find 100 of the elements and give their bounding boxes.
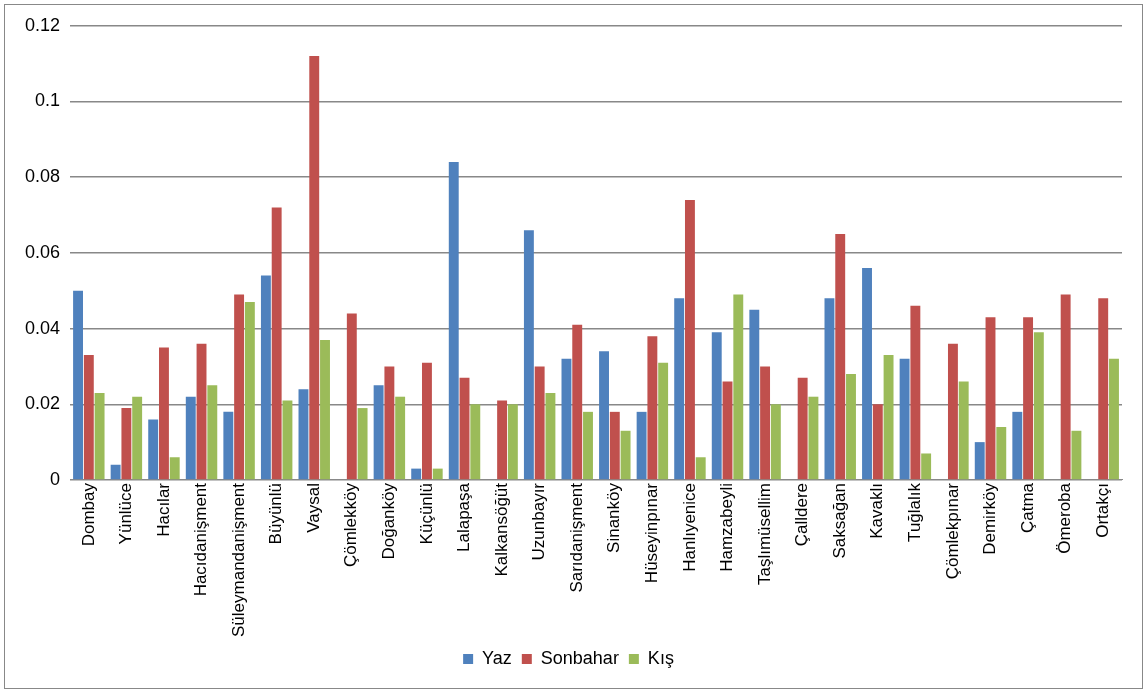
bar (872, 404, 883, 480)
bar (1012, 411, 1023, 480)
x-tick-label: Çatma (1017, 482, 1037, 534)
bar (1071, 430, 1082, 480)
bar (846, 374, 856, 480)
bar (395, 396, 406, 480)
bar (260, 275, 271, 480)
bar (132, 396, 143, 480)
x-tick-label: Yünlüce (116, 482, 136, 545)
y-tick-label: 0.1 (35, 90, 61, 111)
x-tick-label: Demirköy (980, 482, 1000, 555)
bar (523, 230, 534, 480)
bar (357, 408, 368, 480)
x-tick-label: Çömlekköy (341, 482, 361, 568)
bar (921, 453, 932, 480)
bar (572, 324, 583, 480)
bar (94, 392, 105, 480)
bar (470, 404, 481, 480)
bar (808, 396, 819, 480)
bar (658, 362, 669, 480)
bar (545, 392, 556, 480)
bar (674, 298, 685, 480)
x-tick-label: Hüseyinpınar (642, 482, 662, 584)
bar (609, 411, 620, 480)
x-tick-label: Vaysal (303, 482, 323, 533)
bar (234, 294, 245, 480)
bar (309, 56, 320, 480)
legend-label: Sonbahar (540, 647, 619, 668)
bar (271, 207, 282, 480)
bar (996, 426, 1007, 480)
x-tick-label: Kavaklı (867, 482, 887, 539)
bar (684, 199, 695, 480)
x-tick-label: Küçünlü (416, 482, 436, 545)
bar (432, 468, 443, 480)
bar (73, 290, 83, 480)
bar (1098, 298, 1109, 480)
bar (459, 377, 470, 480)
bar (169, 457, 180, 480)
bar (110, 464, 121, 480)
bar (185, 396, 196, 480)
bar (974, 442, 985, 480)
bar (883, 355, 894, 480)
bar (448, 162, 459, 480)
y-tick-label: 0.12 (24, 14, 61, 35)
bar (207, 385, 218, 480)
y-tick-label: 0.08 (24, 166, 61, 187)
y-tick-label: 0.04 (24, 317, 61, 338)
x-tick-label: Sinanköy (604, 482, 624, 553)
bar (1023, 317, 1034, 480)
bar (647, 336, 658, 480)
bar (620, 430, 631, 480)
bar (722, 381, 733, 480)
y-tick-label: 0.06 (24, 241, 61, 262)
bar (83, 355, 94, 480)
bar (770, 404, 781, 480)
bar (947, 343, 958, 480)
bar (373, 385, 384, 480)
bar (196, 343, 207, 480)
x-tick-label: Çömlekpınar (942, 482, 962, 580)
x-tick-label: Ömeroba (1055, 482, 1075, 554)
x-tick-label: Saksağan (829, 482, 849, 559)
bar (899, 358, 910, 480)
bar (411, 468, 422, 480)
bar (1060, 294, 1071, 480)
bar (422, 362, 432, 480)
bar (497, 400, 508, 480)
x-tick-label: Büyünlü (266, 482, 286, 545)
bar (583, 411, 593, 480)
bar (636, 411, 647, 480)
bar (507, 404, 518, 480)
bar (985, 317, 996, 480)
bar (958, 381, 969, 480)
bar (534, 366, 545, 480)
bar (148, 419, 159, 480)
bar (223, 411, 234, 480)
bar (384, 366, 395, 480)
x-tick-label: Ortakçı (1092, 482, 1112, 538)
bar (244, 302, 255, 480)
bar (346, 313, 357, 480)
legend-label: Yaz (482, 647, 512, 668)
bar (320, 339, 330, 480)
x-tick-label: Doğanköy (379, 482, 399, 560)
bar (910, 305, 921, 480)
x-tick-label: Süleymandanişment (228, 482, 248, 637)
bar (797, 377, 808, 480)
bar (599, 351, 609, 480)
bar (733, 294, 744, 480)
x-tick-label: Hanlıyenice (679, 482, 699, 572)
x-tick-label: Çalldere (792, 482, 812, 547)
legend-label: Kış (647, 647, 674, 668)
bar (282, 400, 293, 480)
x-tick-label: Taşlımüsellim (754, 482, 774, 585)
bar (159, 347, 169, 480)
bar (298, 389, 309, 480)
x-tick-label: Hacılar (153, 482, 173, 537)
bar (835, 233, 846, 480)
bar (862, 268, 872, 480)
bar (760, 366, 771, 480)
x-tick-label: Sarıdanişment (566, 482, 586, 593)
bar (824, 298, 835, 480)
